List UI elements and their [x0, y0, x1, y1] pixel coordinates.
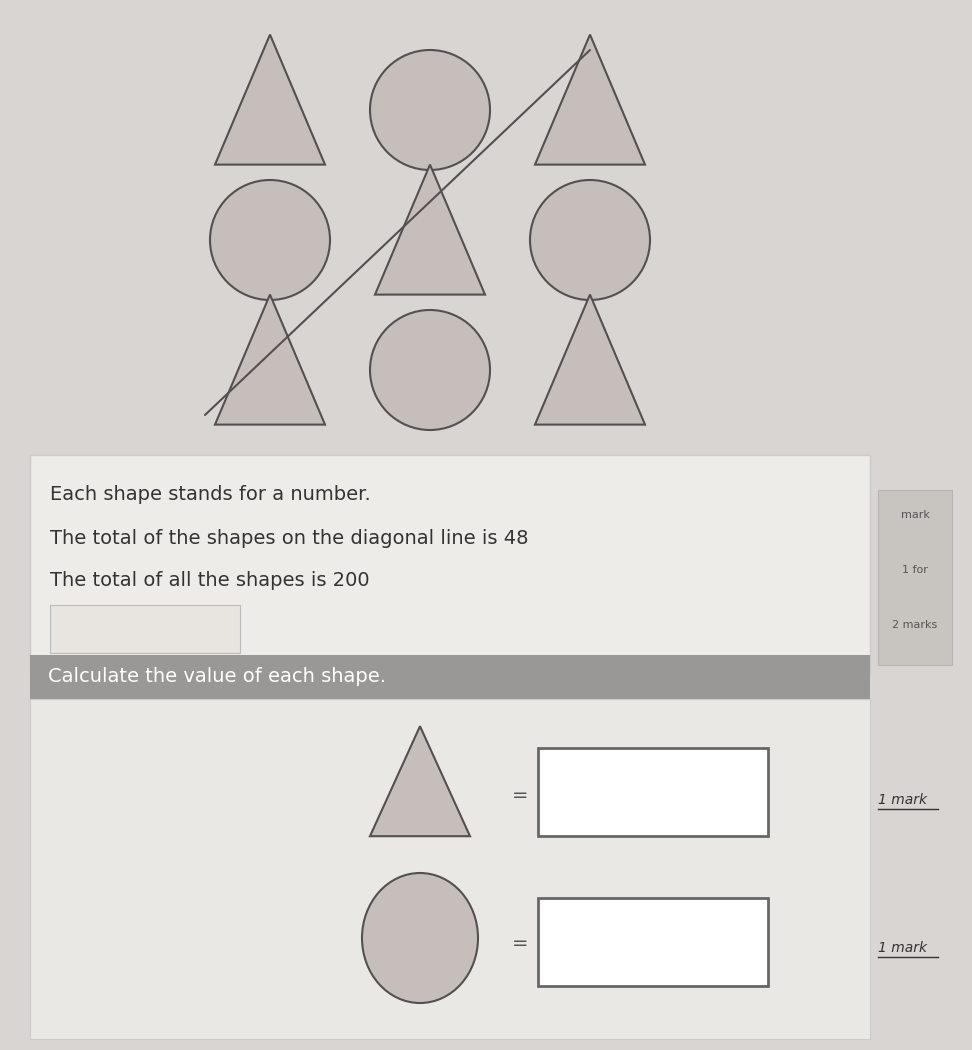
Ellipse shape: [370, 50, 490, 170]
Ellipse shape: [530, 180, 650, 300]
Polygon shape: [375, 165, 485, 295]
Text: 1 mark: 1 mark: [878, 793, 927, 807]
Polygon shape: [370, 727, 470, 836]
Polygon shape: [215, 295, 325, 424]
Ellipse shape: [362, 873, 478, 1003]
Bar: [30, 655, 870, 699]
Text: =: =: [511, 785, 528, 804]
Text: The total of the shapes on the diagonal line is 48: The total of the shapes on the diagonal …: [50, 528, 529, 547]
Ellipse shape: [370, 310, 490, 430]
Polygon shape: [215, 35, 325, 165]
Ellipse shape: [210, 180, 330, 300]
Text: =: =: [511, 933, 528, 952]
Polygon shape: [535, 35, 645, 165]
Bar: [50, 605, 240, 653]
Polygon shape: [535, 295, 645, 424]
Bar: [538, 748, 768, 836]
Text: mark: mark: [901, 510, 929, 520]
Text: 1 for: 1 for: [902, 565, 928, 575]
Bar: [30, 455, 870, 675]
Text: The total of all the shapes is 200: The total of all the shapes is 200: [50, 571, 369, 590]
Bar: [30, 699, 870, 1040]
Text: 1 mark: 1 mark: [878, 941, 927, 956]
Bar: [538, 898, 768, 986]
Text: Each shape stands for a number.: Each shape stands for a number.: [50, 485, 370, 504]
Bar: [878, 490, 952, 665]
Text: 2 marks: 2 marks: [892, 620, 938, 630]
Text: Calculate the value of each shape.: Calculate the value of each shape.: [48, 668, 386, 687]
